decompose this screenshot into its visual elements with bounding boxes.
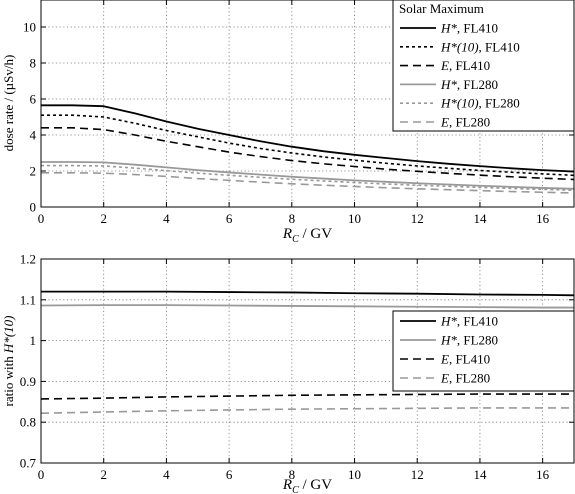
- y-axis-label: ratio with H*(10): [1, 316, 16, 407]
- series-line-3: [40, 393, 574, 400]
- x-tick-label: 4: [163, 467, 170, 482]
- chart-panel-2: 0 2 4 6 8 10 12 14 16 0.7 0.8 0.9 1 1.1 1.2 RC / GV rati…: [1, 252, 575, 494]
- x-tick-label: 12: [411, 467, 424, 482]
- series-line-4: [41, 161, 575, 190]
- y-axis-label: dose rate / (µSv/h): [1, 55, 16, 152]
- series-line-3: [41, 127, 575, 181]
- legend-label-2: H*, FL280: [440, 333, 498, 348]
- legend-box: [392, 310, 575, 392]
- y-tick-label: 0.7: [20, 456, 37, 471]
- y-tick-label: 10: [23, 20, 36, 35]
- legend-title: Solar Maximum: [399, 1, 484, 16]
- x-tick-label: 10: [348, 211, 361, 226]
- y-tick-label: 8: [30, 56, 37, 71]
- y-tick-label: 1: [30, 333, 37, 348]
- x-tick-label: 2: [100, 467, 107, 482]
- legend: H*, FL410 H*, FL280 E, FL410 E, FL280: [392, 310, 575, 392]
- legend-label-2: H*(10), FL410: [440, 39, 520, 54]
- x-tick-label: 2: [100, 211, 107, 226]
- x-tick-label: 14: [473, 211, 487, 226]
- x-tick-label: 10: [348, 467, 361, 482]
- x-tick-label: 0: [38, 467, 45, 482]
- series-line-4: [40, 407, 574, 415]
- x-tick-label: 14: [473, 467, 487, 482]
- y-tick-label: 1.1: [20, 292, 36, 307]
- series-line-5: [41, 164, 575, 192]
- x-tick-label: 4: [163, 211, 170, 226]
- x-tick-label: 16: [536, 467, 550, 482]
- legend-label-4: E, FL280: [440, 371, 490, 386]
- y-tick-label: 0.8: [20, 415, 36, 430]
- x-tick-label: 12: [411, 211, 424, 226]
- x-tick-label: 6: [226, 211, 233, 226]
- y-tick-label: 4: [30, 128, 37, 143]
- legend-label-5: H*(10), FL280: [440, 96, 520, 111]
- legend-label-1: H*, FL410: [440, 21, 498, 36]
- x-tick-label: 0: [38, 211, 45, 226]
- x-tick-label: 6: [226, 467, 233, 482]
- x-axis-label: RC / GV: [282, 477, 332, 494]
- legend-label-6: E, FL280: [440, 115, 490, 130]
- legend: Solar Maximum H*, FL410 H*(10), FL410 E, FL…: [392, 0, 575, 132]
- series-line-2: [41, 114, 575, 177]
- series-line-6: [41, 172, 575, 194]
- y-tick-label: 0: [30, 200, 37, 215]
- x-tick-label: 16: [536, 211, 550, 226]
- legend-label-3: E, FL410: [440, 352, 490, 367]
- y-tick-label: 1.2: [20, 252, 36, 267]
- series-line-1: [41, 104, 575, 173]
- x-axis-label: RC / GV: [282, 226, 332, 245]
- x-tick-label: 8: [289, 211, 296, 226]
- y-tick-label: 0.9: [20, 374, 36, 389]
- legend-box: [392, 0, 575, 132]
- legend-label-1: H*, FL410: [440, 314, 498, 329]
- series-line-2: [40, 304, 574, 309]
- legend-label-3: E, FL410: [440, 58, 490, 73]
- legend-label-4: H*, FL280: [440, 77, 498, 92]
- series-line-1: [41, 290, 575, 297]
- y-tick-label: 6: [30, 92, 37, 107]
- chart-panel-1: 0 2 4 6 8 10 12 14 16 0 2 4 6 8 10 RC / GV dose rate / (…: [1, 0, 575, 245]
- x-tick-label: 8: [289, 467, 296, 482]
- y-tick-label: 2: [30, 164, 37, 179]
